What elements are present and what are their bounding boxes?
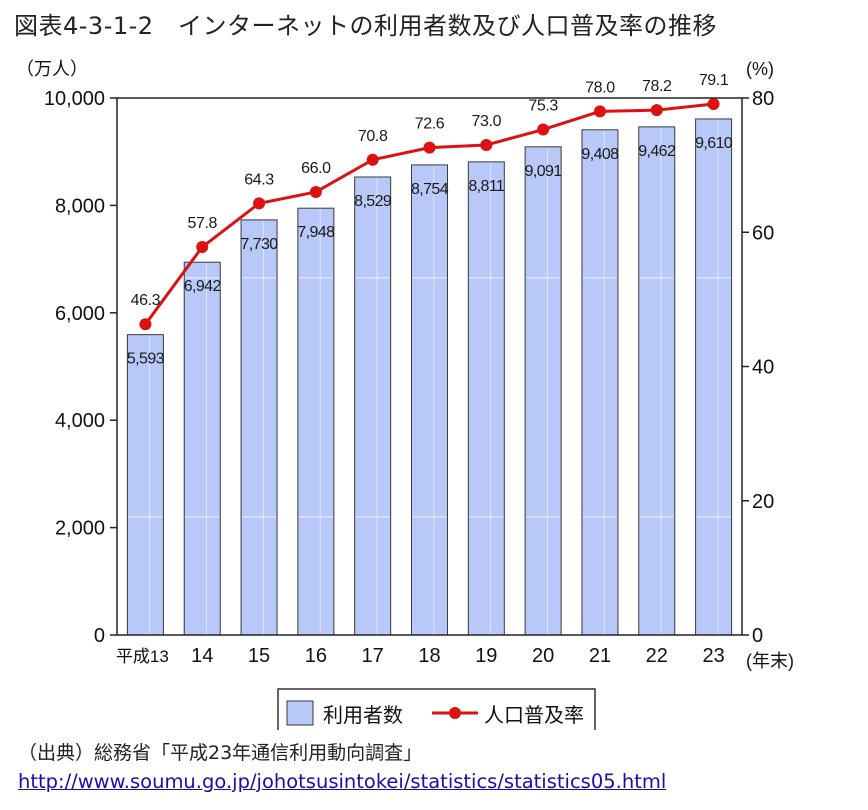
line-value-label: 75.3 bbox=[528, 98, 558, 115]
x-tick-label: 平成13 bbox=[116, 647, 169, 666]
y-left-tick-label: 2,000 bbox=[55, 518, 105, 540]
line-layer: 46.3 57.8 64.3 66.0 70.8 72.6 73.0 75.3 78.0 78.2… bbox=[131, 72, 729, 331]
y-left-axis-unit: （万人） bbox=[16, 59, 88, 79]
line-value-label: 66.0 bbox=[301, 160, 331, 177]
line-value-label: 73.0 bbox=[472, 113, 502, 130]
line-point bbox=[309, 185, 322, 198]
axes-layer: 0 2,000 4,000 6,000 8,000 10,000 0 20 40 60 80 平成13… bbox=[16, 59, 794, 671]
y-right-tick-label: 0 bbox=[752, 625, 763, 647]
line-point bbox=[139, 318, 152, 331]
line-point bbox=[423, 141, 436, 154]
legend: 利用者数 人口普及率 bbox=[277, 688, 596, 730]
y-right-tick-label: 60 bbox=[752, 222, 774, 244]
line-point bbox=[593, 105, 606, 118]
line-point bbox=[650, 104, 663, 117]
bar-value-label: 9,408 bbox=[581, 146, 619, 163]
source-note: （出典）総務省「平成23年通信利用動向調査」 bbox=[18, 742, 423, 764]
x-tick-label: 20 bbox=[532, 645, 554, 667]
line-value-label: 46.3 bbox=[131, 292, 161, 309]
bar-value-label: 7,730 bbox=[241, 236, 279, 253]
line-value-label: 79.1 bbox=[699, 72, 729, 89]
y-left-tick-label: 0 bbox=[94, 625, 105, 647]
y-right-axis-unit: (%) bbox=[746, 59, 774, 79]
line-value-label: 70.8 bbox=[358, 128, 388, 145]
y-right-tick-label: 20 bbox=[752, 491, 774, 513]
y-left-tick-label: 6,000 bbox=[55, 303, 105, 325]
x-tick-label: 15 bbox=[248, 645, 270, 667]
line-value-label: 78.0 bbox=[585, 79, 615, 96]
bar-value-label: 8,811 bbox=[468, 178, 505, 195]
bar bbox=[695, 118, 733, 636]
line-value-label: 57.8 bbox=[187, 215, 217, 232]
legend-swatch-point bbox=[449, 707, 461, 719]
bar bbox=[240, 219, 278, 636]
bar bbox=[638, 126, 676, 636]
line-value-label: 64.3 bbox=[244, 171, 274, 188]
bar bbox=[467, 161, 505, 636]
bar bbox=[524, 146, 562, 636]
line-point bbox=[196, 241, 209, 254]
legend-box bbox=[277, 688, 596, 730]
x-tick-label: 19 bbox=[475, 645, 497, 667]
y-left-tick-label: 8,000 bbox=[55, 195, 105, 217]
source-link[interactable]: http://www.soumu.go.jp/johotsusintokei/s… bbox=[18, 770, 667, 793]
bar bbox=[354, 176, 392, 636]
bar bbox=[126, 334, 164, 636]
y-right-tick-label: 80 bbox=[752, 88, 774, 110]
bar-value-label: 6,942 bbox=[184, 278, 222, 295]
legend-swatch-bar bbox=[286, 700, 314, 726]
line-point bbox=[253, 197, 266, 210]
x-tick-label: 23 bbox=[702, 645, 724, 667]
x-tick-label: 22 bbox=[646, 645, 668, 667]
x-tick-label: 16 bbox=[305, 645, 327, 667]
x-tick-label: 17 bbox=[362, 645, 384, 667]
bar-value-label: 8,754 bbox=[411, 181, 449, 198]
x-tick-label: 14 bbox=[191, 645, 213, 667]
line-point bbox=[366, 153, 379, 166]
bars-layer bbox=[126, 118, 733, 636]
bar bbox=[581, 129, 619, 636]
bar-value-label: 9,610 bbox=[695, 135, 733, 152]
bar-value-label: 5,593 bbox=[127, 351, 165, 368]
x-tick-label: 18 bbox=[418, 645, 440, 667]
y-left-tick-label: 4,000 bbox=[55, 410, 105, 432]
bar-value-label: 9,462 bbox=[638, 143, 676, 160]
bar-value-label: 8,529 bbox=[354, 193, 392, 210]
bar-value-label: 7,948 bbox=[297, 224, 335, 241]
line-point bbox=[707, 98, 720, 111]
bar-labels-layer: 5,593 6,942 7,730 7,948 8,529 8,754 8,811 9,091… bbox=[127, 135, 734, 368]
bar bbox=[183, 261, 221, 636]
y-right-tick-label: 40 bbox=[752, 357, 774, 379]
legend-label-line: 人口普及率 bbox=[484, 704, 584, 727]
chart-title: 図表4-3-1-2 インターネットの利用者数及び人口普及率の推移 bbox=[14, 12, 718, 40]
x-axis-unit: (年末) bbox=[746, 651, 794, 671]
bar bbox=[411, 164, 448, 636]
line-point bbox=[480, 138, 493, 151]
bar bbox=[297, 207, 335, 636]
line-point bbox=[537, 123, 550, 136]
line-value-label: 78.2 bbox=[642, 78, 672, 95]
legend-label-bar: 利用者数 bbox=[323, 704, 403, 727]
bar-value-label: 9,091 bbox=[525, 163, 563, 180]
chart: 5,593 6,942 7,730 7,948 8,529 8,754 8,811 9,091… bbox=[16, 59, 794, 730]
y-left-tick-label: 10,000 bbox=[44, 88, 105, 110]
x-tick-label: 21 bbox=[589, 645, 611, 667]
line-value-label: 72.6 bbox=[415, 116, 445, 133]
